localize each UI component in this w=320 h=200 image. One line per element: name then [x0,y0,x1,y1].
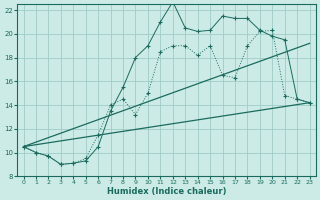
X-axis label: Humidex (Indice chaleur): Humidex (Indice chaleur) [107,187,226,196]
